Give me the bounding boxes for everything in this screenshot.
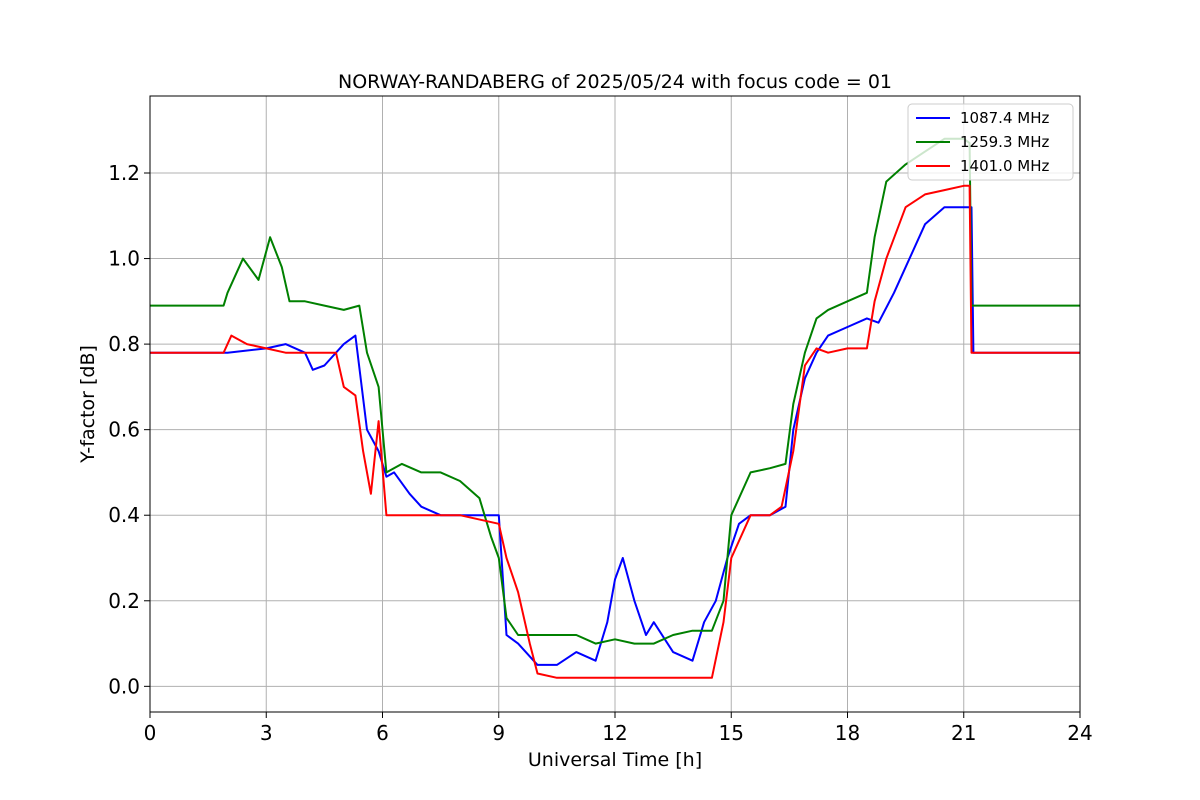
x-tick-label: 18 xyxy=(835,721,860,745)
x-tick-label: 0 xyxy=(144,721,157,745)
y-tick-label: 0.6 xyxy=(108,418,140,442)
x-tick-label: 9 xyxy=(492,721,505,745)
y-tick-label: 1.0 xyxy=(108,247,140,271)
x-tick-label: 21 xyxy=(951,721,976,745)
legend-box xyxy=(907,103,1074,181)
series-layer xyxy=(150,137,1080,679)
legend-label: 1401.0 MHz xyxy=(960,157,1049,175)
y-tick-label: 0.2 xyxy=(108,589,140,613)
y-tick-label: 0.4 xyxy=(108,503,140,527)
x-axis-label: Universal Time [h] xyxy=(528,749,702,771)
x-tick-label: 3 xyxy=(260,721,273,745)
series-line-3 xyxy=(150,184,1080,679)
y-tick-label: 0.8 xyxy=(108,332,140,356)
x-tick-label: 15 xyxy=(719,721,744,745)
series-line-2 xyxy=(150,137,1080,645)
legend: 1087.4 MHz 1259.3 MHz 1401.0 MHz xyxy=(907,103,1074,181)
y-tick-label: 1.2 xyxy=(108,161,140,185)
y-tick-label: 0.0 xyxy=(108,674,140,698)
y-axis: 0.0 0.2 0.4 0.6 0.8 1.0 1.2 xyxy=(108,161,150,698)
series-line-1 xyxy=(150,206,1080,666)
chart-title: NORWAY-RANDABERG of 2025/05/24 with focu… xyxy=(338,71,892,93)
x-tick-label: 12 xyxy=(602,721,627,745)
legend-label: 1087.4 MHz xyxy=(960,109,1049,127)
x-axis: 0 3 6 9 12 15 18 21 24 xyxy=(144,712,1093,745)
legend-label: 1259.3 MHz xyxy=(960,133,1049,151)
x-tick-label: 24 xyxy=(1067,721,1092,745)
y-axis-label: Y-factor [dB] xyxy=(77,345,99,464)
x-tick-label: 6 xyxy=(376,721,389,745)
